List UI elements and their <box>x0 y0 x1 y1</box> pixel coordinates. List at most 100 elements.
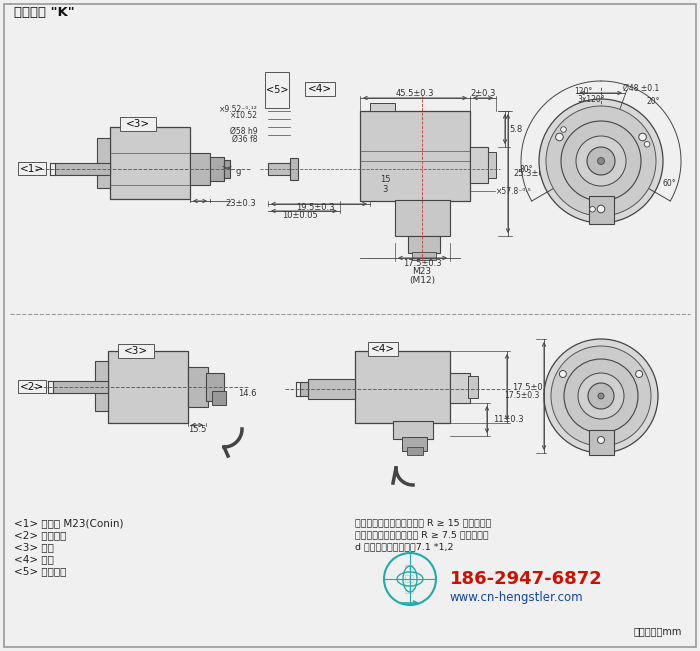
Text: 尺寸单位：mm: 尺寸单位：mm <box>634 626 682 636</box>
Text: www.cn-hengstler.com: www.cn-hengstler.com <box>450 590 584 603</box>
Circle shape <box>589 206 595 212</box>
Text: 西安
德而
沃拓: 西安 德而 沃拓 <box>405 564 415 594</box>
Circle shape <box>546 106 656 216</box>
Text: <2> 连接电缆: <2> 连接电缆 <box>14 530 66 540</box>
Bar <box>53 381 108 393</box>
Text: d 代表总线电缆直径；7.1 *1,2: d 代表总线电缆直径；7.1 *1,2 <box>355 542 454 551</box>
Circle shape <box>561 121 641 201</box>
Bar <box>268 163 290 175</box>
Bar <box>468 376 478 398</box>
Text: 11±0.3: 11±0.3 <box>493 415 524 424</box>
Circle shape <box>539 99 663 223</box>
Text: 45.5±0.3: 45.5±0.3 <box>395 89 434 98</box>
Bar <box>120 117 156 131</box>
Bar <box>395 200 450 236</box>
Circle shape <box>597 205 605 213</box>
Text: 10±0.05: 10±0.05 <box>282 210 318 219</box>
Circle shape <box>639 133 646 141</box>
Text: 17.5±0.3: 17.5±0.3 <box>402 258 441 268</box>
Bar <box>360 111 470 201</box>
Text: (M12): (M12) <box>409 275 435 284</box>
Text: 夹紧法兰 "K": 夹紧法兰 "K" <box>14 7 75 20</box>
Circle shape <box>598 393 604 399</box>
Text: ×57.8⁻⁰⋅⁵: ×57.8⁻⁰⋅⁵ <box>496 186 532 195</box>
Text: 3x120°: 3x120° <box>578 94 605 104</box>
Bar <box>368 342 398 356</box>
Circle shape <box>564 359 638 433</box>
Text: 80°: 80° <box>519 165 533 174</box>
Circle shape <box>576 136 626 186</box>
Bar <box>393 421 433 439</box>
Circle shape <box>544 339 658 453</box>
Text: Ø48 ±0.1: Ø48 ±0.1 <box>623 83 659 92</box>
Bar <box>408 236 440 253</box>
Bar <box>97 138 110 188</box>
Text: 弹性安装时的电缆弯曲半径 R ≥ 15 倍电缆直径: 弹性安装时的电缆弯曲半径 R ≥ 15 倍电缆直径 <box>355 518 491 527</box>
Circle shape <box>644 141 650 147</box>
Text: 14.6: 14.6 <box>238 389 256 398</box>
Text: M23: M23 <box>412 266 432 275</box>
Bar <box>206 373 224 401</box>
Circle shape <box>598 437 605 443</box>
Text: 25.3±0.3: 25.3±0.3 <box>513 169 552 178</box>
Text: 2±0.3: 2±0.3 <box>470 89 496 98</box>
Text: <5> 二者选一: <5> 二者选一 <box>14 566 66 576</box>
Bar <box>18 162 46 175</box>
Bar <box>470 147 488 183</box>
Bar <box>370 103 395 111</box>
Text: <4>: <4> <box>371 344 395 354</box>
Text: Ø36 f8: Ø36 f8 <box>232 135 258 143</box>
Text: 17.5±0.3: 17.5±0.3 <box>505 391 540 400</box>
Text: M3x6: M3x6 <box>579 115 599 124</box>
Text: <5>: <5> <box>266 85 288 95</box>
Circle shape <box>636 370 643 378</box>
Bar <box>55 163 110 175</box>
Text: <3> 轴向: <3> 轴向 <box>14 542 54 552</box>
Circle shape <box>559 370 566 378</box>
Circle shape <box>556 133 564 141</box>
Text: 23±0.3: 23±0.3 <box>225 199 256 208</box>
Text: 硬安装时的电缆弯曲半径 R ≥ 7.5 倍电缆直径: 硬安装时的电缆弯曲半径 R ≥ 7.5 倍电缆直径 <box>355 531 489 540</box>
Text: 60°: 60° <box>662 178 676 187</box>
Bar <box>265 72 289 108</box>
Bar <box>95 361 108 411</box>
Bar <box>290 158 298 180</box>
Circle shape <box>578 373 624 419</box>
Text: 19.5±0.3: 19.5±0.3 <box>295 204 335 212</box>
Text: 20°: 20° <box>646 96 659 105</box>
Circle shape <box>587 147 615 175</box>
Text: ×9.52⁻⁰⋅¹²: ×9.52⁻⁰⋅¹² <box>219 105 258 113</box>
Bar <box>118 344 154 358</box>
Text: ×10.52: ×10.52 <box>230 111 258 120</box>
Bar <box>488 152 496 178</box>
Bar <box>18 380 46 393</box>
Bar <box>412 252 436 260</box>
Text: <3>: <3> <box>126 119 150 129</box>
Circle shape <box>588 383 614 409</box>
Text: M4x6: M4x6 <box>606 122 626 130</box>
Text: g: g <box>236 167 241 176</box>
Bar <box>305 82 335 96</box>
Bar <box>589 430 614 455</box>
Bar <box>407 447 423 455</box>
Bar <box>308 379 355 399</box>
Circle shape <box>598 158 605 165</box>
Text: 186-2947-6872: 186-2947-6872 <box>450 570 603 588</box>
Text: 3: 3 <box>382 184 388 193</box>
Text: <1> 连接器 M23(Conin): <1> 连接器 M23(Conin) <box>14 518 123 528</box>
Bar <box>589 196 614 224</box>
Bar <box>300 382 308 396</box>
Text: Ø58 h9: Ø58 h9 <box>230 126 258 135</box>
Text: 120°: 120° <box>574 87 592 96</box>
Text: <4>: <4> <box>308 84 332 94</box>
Bar <box>188 367 208 407</box>
Text: 17.5±0.3: 17.5±0.3 <box>512 383 551 391</box>
Text: <2>: <2> <box>20 381 44 391</box>
Circle shape <box>561 127 566 132</box>
Bar <box>110 127 190 199</box>
Circle shape <box>551 346 651 446</box>
Text: <4> 径向: <4> 径向 <box>14 554 54 564</box>
Bar <box>402 437 427 451</box>
Text: <1>: <1> <box>20 163 44 174</box>
Bar <box>224 160 230 178</box>
